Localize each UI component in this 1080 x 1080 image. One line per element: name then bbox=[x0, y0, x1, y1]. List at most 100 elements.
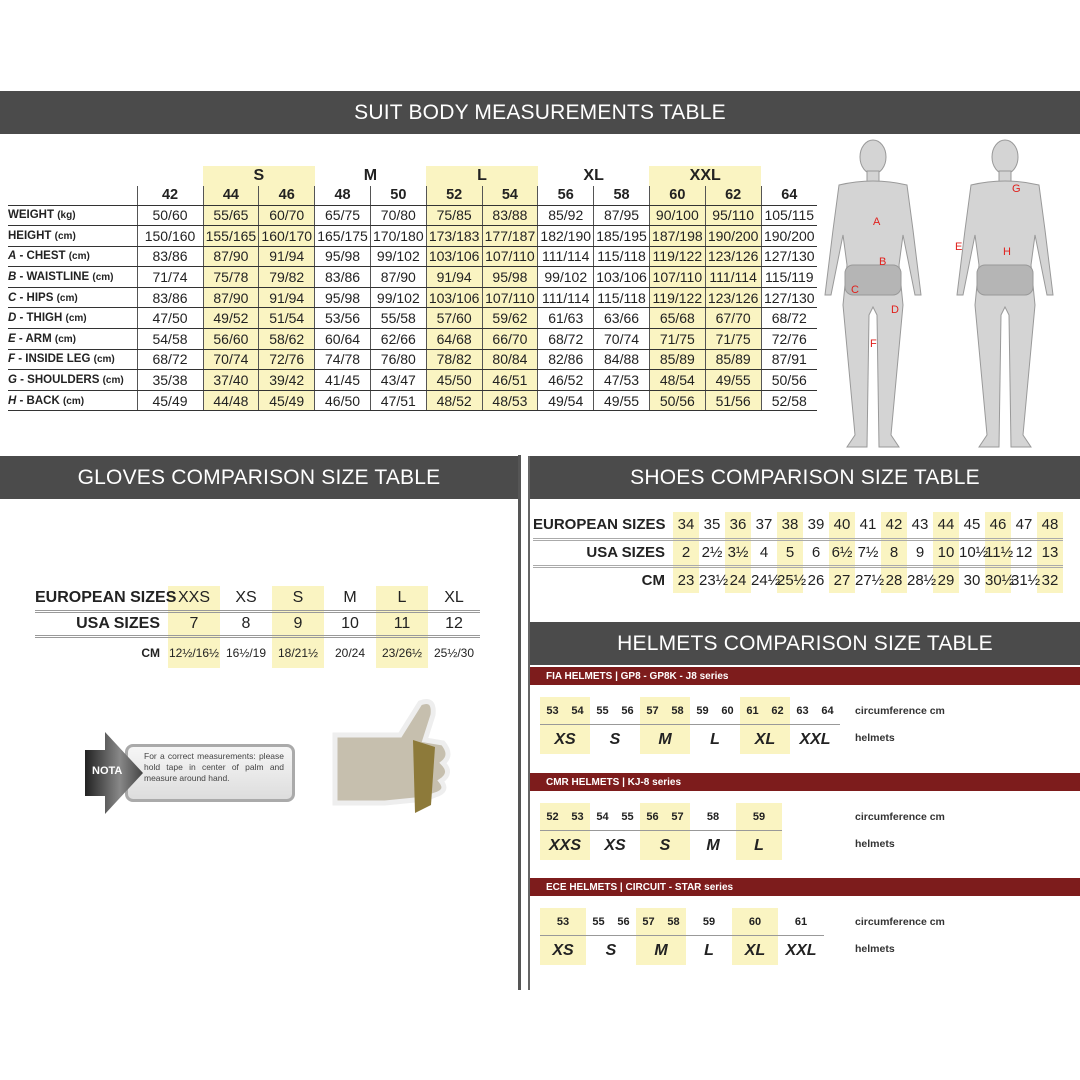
measurement-value: 55/58 bbox=[369, 307, 427, 330]
helmet-size-group: 60 XL bbox=[732, 908, 778, 965]
measurement-value: 111/114 bbox=[704, 266, 762, 288]
measurement-value: 65/75 bbox=[314, 205, 371, 227]
circumference-values: 57 58 bbox=[640, 697, 690, 725]
helmet-size: S bbox=[659, 836, 671, 854]
measurement-letter: C bbox=[8, 291, 17, 304]
helmet-size: M bbox=[658, 730, 672, 748]
circumference-value: 55 bbox=[596, 704, 609, 717]
measurement-name: - THIGH bbox=[16, 312, 63, 325]
circumference-value: 59 bbox=[752, 810, 766, 823]
helmet-size-group: 55 56 S bbox=[590, 697, 640, 754]
helmet-size-group: 57 58 M bbox=[636, 908, 686, 965]
size-value: 48 bbox=[1037, 512, 1063, 541]
measurement-value: 68/72 bbox=[537, 328, 594, 350]
measurement-value: 58/62 bbox=[258, 328, 315, 350]
measurement-marker: D bbox=[891, 304, 899, 316]
helmet-size: XS bbox=[554, 730, 576, 748]
measurement-value: 76/80 bbox=[369, 349, 427, 371]
measurement-value: 107/110 bbox=[481, 287, 538, 309]
measurement-value: 48/52 bbox=[425, 390, 483, 412]
size-value: 43 bbox=[907, 512, 933, 541]
circumference-values: 63 64 bbox=[790, 697, 840, 725]
helmet-size-group: 54 55 XS bbox=[590, 803, 640, 860]
body-measurement-figures: A B C D F G E H bbox=[824, 139, 1054, 448]
measurement-row: H - BACK (cm) 45/49 44/48 45/49 46/50 47/51 48… bbox=[8, 390, 817, 412]
circumference-value: 63 bbox=[796, 704, 809, 717]
measurement-value: 48/54 bbox=[648, 369, 706, 391]
size-group-label bbox=[137, 166, 203, 186]
suit-title: SUIT BODY MEASUREMENTS TABLE bbox=[354, 100, 726, 124]
measurement-letter: D bbox=[8, 312, 17, 325]
circumference-value: 53 bbox=[556, 915, 570, 928]
size-header: 42 bbox=[136, 186, 204, 206]
measurement-unit: (cm) bbox=[56, 292, 78, 304]
measurement-label: D - THIGH (cm) bbox=[8, 307, 138, 330]
helmet-series-header: FIA HELMETS | GP8 - GP8K - J8 series bbox=[530, 667, 1080, 685]
helmet-size-group: 61 XXL bbox=[778, 908, 824, 965]
measurement-value: 111/114 bbox=[537, 287, 594, 309]
measurement-value: 49/54 bbox=[537, 390, 594, 412]
circumference-values: 53 54 bbox=[540, 697, 590, 725]
size-row: 42 44 46 48 50 52 54 56 58 60 62 64 bbox=[8, 186, 817, 206]
measurement-value: 187/198 bbox=[648, 225, 706, 247]
size-value: M bbox=[324, 586, 376, 613]
measurement-value: 47/51 bbox=[369, 390, 427, 412]
circumference-value: 53 bbox=[546, 704, 559, 717]
measurement-marker: H bbox=[1003, 246, 1011, 258]
measurement-value: 45/49 bbox=[136, 390, 204, 412]
measurement-value: 83/86 bbox=[136, 246, 204, 268]
circumference-value: 60 bbox=[721, 704, 734, 717]
measurement-value: 190/200 bbox=[704, 225, 762, 247]
measurement-value: 70/74 bbox=[593, 328, 650, 350]
measurement-value: 50/56 bbox=[648, 390, 706, 412]
size-group-label: M bbox=[363, 167, 378, 184]
measurement-name: - CHEST bbox=[16, 250, 66, 263]
circumference-values: 59 bbox=[736, 803, 782, 831]
measurement-value: 150/160 bbox=[136, 225, 204, 247]
measurement-value: 185/195 bbox=[593, 225, 650, 247]
measurement-value: 123/126 bbox=[704, 287, 762, 309]
measurement-row: C - HIPS (cm) 83/86 87/90 91/94 95/98 99/102 1… bbox=[8, 287, 817, 309]
size-row: USA SIZES 2 2½ 3½ 4 5 6 6½ 7½ 8 9 10 10½ 11½ 12 13 bbox=[533, 539, 1063, 568]
helmet-size: L bbox=[710, 730, 720, 748]
circumference-value: 59 bbox=[702, 915, 716, 928]
measurement-value: 190/200 bbox=[760, 225, 817, 247]
measurement-value: 119/122 bbox=[648, 287, 706, 309]
measurement-value: 50/56 bbox=[760, 369, 817, 391]
measurement-value: 80/84 bbox=[481, 349, 538, 371]
measurement-value: 52/58 bbox=[760, 390, 817, 412]
measurement-unit: (cm) bbox=[54, 333, 76, 345]
circumference-values: 53 bbox=[540, 908, 586, 936]
helmet-size: XS bbox=[604, 836, 626, 854]
measurement-value: 71/75 bbox=[704, 328, 762, 350]
size-value: XS bbox=[220, 586, 272, 613]
helmet-size: XL bbox=[744, 941, 766, 959]
measurement-value: 160/170 bbox=[258, 225, 315, 247]
measurement-value: 44/48 bbox=[202, 390, 259, 412]
measurement-value: 103/106 bbox=[425, 246, 483, 268]
size-header: 48 bbox=[314, 186, 371, 206]
measurement-value: 53/56 bbox=[314, 307, 371, 330]
size-row: CM 12½/16½ 16½/19 18/21½ 20/24 23/26½ 25½/30 bbox=[35, 636, 480, 668]
helmets-title: HELMETS COMPARISON SIZE TABLE bbox=[617, 631, 993, 655]
measurement-value: 62/66 bbox=[369, 328, 427, 350]
helmet-size-group: 55 56 S bbox=[586, 908, 636, 965]
size-header: 54 bbox=[481, 186, 538, 206]
measurement-row: B - WAISTLINE (cm) 71/74 75/78 79/82 83/86 87… bbox=[8, 266, 817, 288]
measurement-label: A - CHEST (cm) bbox=[8, 246, 138, 268]
measurement-value: 48/53 bbox=[481, 390, 538, 412]
size-value: 27 bbox=[829, 566, 855, 593]
helmet-size-group: 59 L bbox=[686, 908, 732, 965]
circumference-values: 56 57 bbox=[640, 803, 690, 831]
measurement-value: 173/183 bbox=[425, 225, 483, 247]
helmet-size-group: 56 57 S bbox=[640, 803, 690, 860]
size-header: 62 bbox=[704, 186, 762, 206]
circumference-values: 54 55 bbox=[590, 803, 640, 831]
size-value: 28 bbox=[881, 566, 907, 593]
size-value: 37 bbox=[751, 512, 777, 541]
measurement-marker: A bbox=[873, 216, 881, 228]
row-label: USA SIZES bbox=[533, 539, 673, 568]
measurement-value: 41/45 bbox=[314, 369, 371, 391]
size-value: 27½ bbox=[855, 571, 885, 589]
measurement-value: 123/126 bbox=[704, 246, 762, 268]
